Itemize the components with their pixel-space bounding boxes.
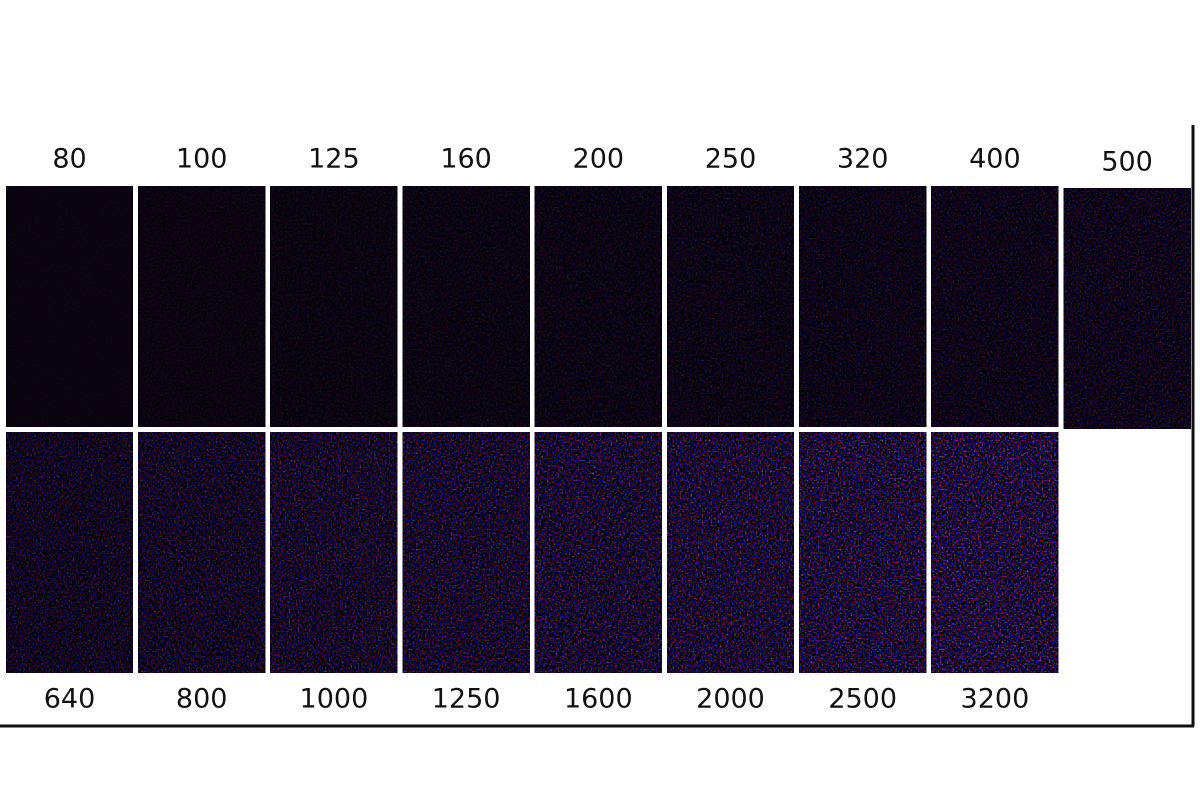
noise-texture xyxy=(6,186,133,427)
noise-texture xyxy=(402,432,530,673)
iso-label: 125 xyxy=(308,144,360,175)
iso-label: 160 xyxy=(440,144,492,175)
noise-texture xyxy=(6,432,133,673)
noise-texture xyxy=(138,186,266,427)
noise-texture xyxy=(931,432,1059,673)
iso-label: 100 xyxy=(176,144,228,175)
noise-texture xyxy=(667,186,794,427)
noise-texture xyxy=(270,432,398,673)
noise-texture xyxy=(402,186,530,427)
iso-label: 1000 xyxy=(300,684,369,715)
iso-label: 200 xyxy=(573,144,625,175)
iso-label: 2500 xyxy=(828,684,897,715)
iso-label: 80 xyxy=(52,144,86,175)
noise-texture xyxy=(534,186,662,427)
noise-texture xyxy=(270,186,398,427)
iso-label: 640 xyxy=(44,684,96,715)
noise-texture xyxy=(1063,188,1191,429)
iso-label: 250 xyxy=(705,144,757,175)
noise-texture xyxy=(799,432,927,673)
noise-texture xyxy=(931,186,1059,427)
noise-texture xyxy=(138,432,266,673)
iso-label: 320 xyxy=(837,144,889,175)
iso-label: 500 xyxy=(1101,147,1153,178)
iso-label: 400 xyxy=(969,144,1021,175)
noise-texture xyxy=(667,432,794,673)
iso-label: 2000 xyxy=(696,684,765,715)
iso-label: 3200 xyxy=(961,684,1030,715)
noise-texture xyxy=(534,432,662,673)
iso-label: 800 xyxy=(176,684,228,715)
iso-label: 1250 xyxy=(432,684,501,715)
iso-label: 1600 xyxy=(564,684,633,715)
noise-texture xyxy=(799,186,927,427)
